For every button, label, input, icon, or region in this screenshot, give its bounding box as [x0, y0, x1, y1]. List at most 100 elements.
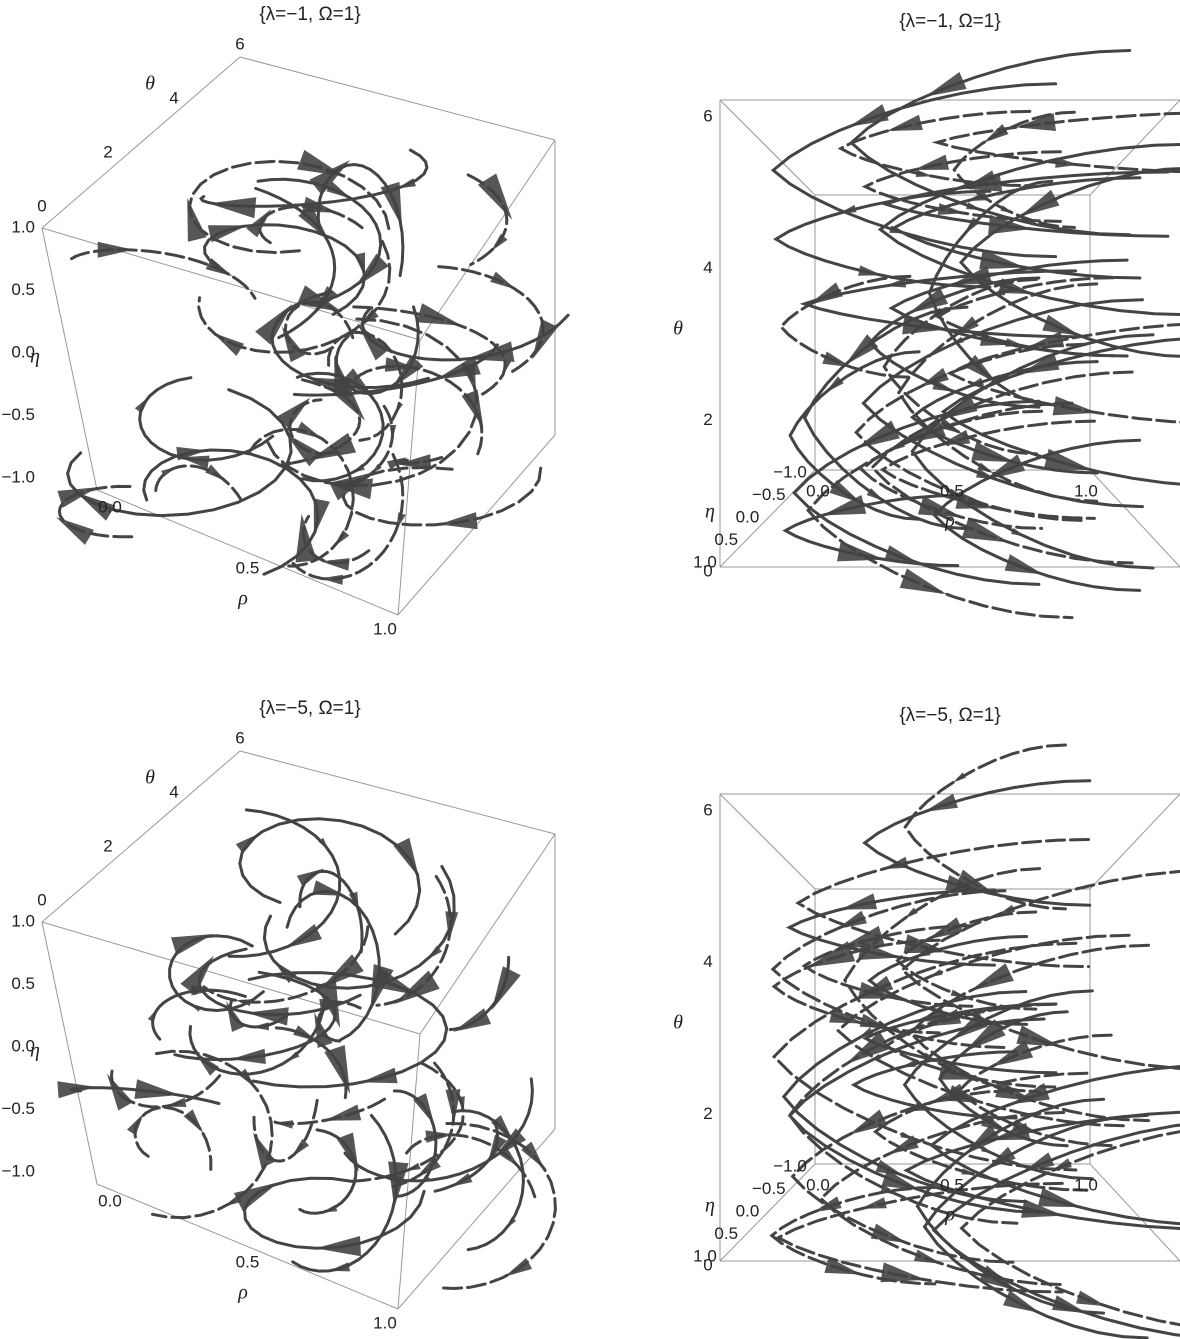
- stream-arrow: [928, 307, 944, 321]
- stream-arrow: [208, 197, 257, 219]
- stream-arrow: [961, 1168, 976, 1175]
- box-edge: [1089, 793, 1180, 890]
- stream-arrow: [950, 266, 992, 285]
- stream-arrow: [928, 969, 943, 978]
- stream-arrow: [988, 214, 1032, 235]
- stream-arrow: [886, 114, 923, 131]
- stream-arrow: [995, 1080, 1035, 1101]
- x-axis-label: ρ: [237, 588, 248, 610]
- stream-arrow: [57, 1081, 96, 1099]
- stream-arrow: [179, 455, 210, 469]
- stream-arrow: [233, 1182, 279, 1212]
- stream-arrow: [57, 487, 98, 508]
- stream-arrow: [964, 1124, 1001, 1155]
- streamline: [931, 111, 1180, 174]
- streamline: [806, 401, 1074, 620]
- x-tick-label: 0.5: [236, 558, 260, 577]
- y-tick-label: 0.5: [11, 280, 35, 299]
- stream-arrow: [396, 178, 416, 189]
- streamline: [66, 388, 293, 518]
- stream-arrow: [1076, 1290, 1107, 1307]
- stream-arrow: [212, 332, 245, 356]
- stream-arrow: [251, 1022, 269, 1031]
- streamline: [770, 82, 1058, 259]
- stream-arrow: [866, 488, 885, 502]
- stream-arrow: [348, 891, 359, 912]
- stream-arrow: [919, 367, 949, 388]
- y-tick-label: 1.0: [693, 552, 717, 571]
- streamline: [151, 1049, 274, 1220]
- stream-arrow: [961, 517, 1010, 543]
- stream-arrow: [860, 1197, 887, 1209]
- streamline: [850, 1050, 1018, 1120]
- stream-arrow: [829, 1007, 864, 1024]
- y-axis-label: η: [30, 1040, 40, 1062]
- stream-arrow: [490, 233, 508, 252]
- x-tick-label: 0.5: [940, 481, 964, 500]
- stream-arrow: [1042, 314, 1081, 336]
- stream-arrow: [899, 568, 947, 595]
- stream-arrow: [858, 941, 901, 960]
- z-axis-label: θ: [145, 767, 155, 789]
- stream-arrow: [929, 1083, 966, 1104]
- box-edge: [719, 793, 816, 890]
- streamline: [862, 779, 1092, 907]
- z-tick-label: 4: [703, 258, 712, 277]
- stream-arrow: [189, 1003, 202, 1012]
- stream-arrow: [318, 837, 329, 851]
- stream-arrow: [291, 1139, 310, 1158]
- stream-arrow: [838, 925, 885, 949]
- stream-arrow: [490, 271, 516, 290]
- x-tick-label: 1.0: [1074, 481, 1098, 500]
- streamline: [877, 142, 1180, 316]
- z-axis-label: θ: [673, 318, 683, 340]
- stream-arrow: [416, 303, 462, 326]
- z-tick-label: 6: [703, 106, 712, 125]
- streamline: [70, 248, 257, 300]
- stream-arrow: [286, 1051, 300, 1062]
- streamline: [899, 869, 1180, 1070]
- streamline: [861, 150, 1062, 223]
- stream-arrow: [238, 1068, 256, 1088]
- stream-arrow: [161, 467, 176, 477]
- box-edge: [96, 489, 399, 616]
- streamline: [353, 364, 484, 456]
- stream-arrow: [875, 1159, 905, 1176]
- streamline: [882, 277, 1038, 456]
- stream-arrow: [1052, 396, 1098, 416]
- stream-arrow: [903, 907, 918, 920]
- stream-arrow: [386, 457, 408, 470]
- streamline: [405, 1133, 537, 1199]
- stream-arrow: [901, 417, 946, 444]
- x-tick-label: 0.5: [940, 1175, 964, 1194]
- stream-arrow: [971, 441, 1015, 463]
- box-edge: [41, 921, 421, 1035]
- stream-arrow: [1004, 554, 1044, 575]
- stream-arrow: [806, 941, 856, 968]
- stream-arrow: [985, 1146, 1016, 1170]
- streamline: [788, 350, 921, 521]
- stream-arrow: [884, 545, 919, 563]
- stream-arrow: [917, 495, 963, 518]
- stream-arrow: [354, 252, 365, 278]
- stream-arrow: [351, 464, 365, 474]
- y-axis-label: η: [30, 346, 40, 368]
- stream-arrow: [829, 480, 862, 504]
- streamline: [334, 305, 420, 396]
- stream-arrow: [205, 464, 226, 481]
- stream-arrow: [418, 1174, 431, 1187]
- streamline: [915, 1097, 1106, 1315]
- stream-arrow: [880, 1262, 927, 1283]
- stream-arrow: [284, 924, 322, 949]
- stream-arrow: [171, 934, 214, 956]
- stream-arrow: [870, 1223, 907, 1243]
- panel-title: {λ=−5, Ω=1}: [259, 698, 360, 719]
- y-tick-label: 0.0: [736, 1201, 760, 1220]
- streamline: [870, 370, 1134, 565]
- x-tick-label: 1.0: [1074, 1175, 1098, 1194]
- y-tick-label: 1.0: [11, 911, 35, 930]
- y-tick-label: −1.0: [1, 467, 35, 486]
- streamline: [781, 990, 1028, 1204]
- y-tick-label: −1.0: [1, 1161, 35, 1180]
